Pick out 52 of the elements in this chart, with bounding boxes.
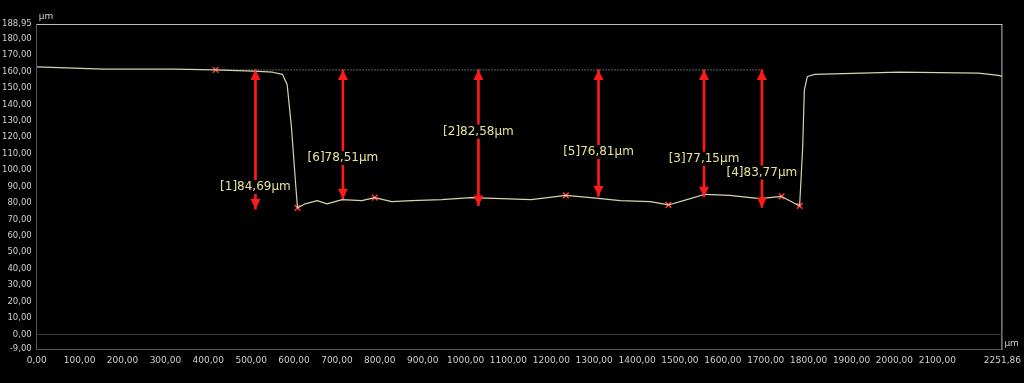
x-tick-label: 1100,00: [489, 354, 528, 365]
x-tick-label: 1700,00: [747, 354, 785, 365]
y-tick-label: 188,95: [1, 18, 32, 29]
y-tick-label: 90,00: [7, 180, 32, 191]
y-tick-label: 180,00: [1, 32, 32, 43]
x-axis-title: μm: [1004, 338, 1019, 349]
data-label: [5]76,81μm: [563, 144, 634, 159]
x-tick-label: 1800,00: [790, 354, 828, 365]
y-tick-label: 130,00: [1, 115, 32, 126]
x-tick-label: 600,00: [278, 354, 311, 365]
x-tick-label: 2251,86: [983, 354, 1022, 365]
data-label: [2]82,58μm: [443, 123, 514, 138]
data-label: [6]78,51μm: [307, 150, 379, 165]
y-tick-label: 60,00: [7, 230, 32, 241]
x-tick-label: 400,00: [192, 354, 225, 365]
y-tick-label: 120,00: [1, 131, 32, 142]
y-tick-label: 140,00: [1, 98, 32, 109]
x-tick-label: 800,00: [364, 354, 396, 365]
y-tick-label: 170,00: [1, 49, 32, 60]
x-tick-label: 2000,00: [875, 354, 914, 365]
x-tick-label: 200,00: [106, 354, 139, 365]
y-tick-label: 40,00: [7, 262, 32, 273]
x-tick-label: 300,00: [149, 354, 182, 365]
x-tick-label: 1600,00: [704, 354, 742, 365]
x-tick-label: 1500,00: [661, 354, 699, 365]
y-tick-label: -9,00: [9, 343, 32, 354]
y-tick-label: 110,00: [1, 147, 32, 158]
y-tick-label: 30,00: [7, 279, 32, 290]
y-tick-label: 0,00: [12, 328, 32, 339]
y-tick-label: 80,00: [7, 197, 32, 208]
data-label: [4]83,77μm: [726, 164, 798, 179]
y-tick-label: 100,00: [1, 164, 32, 175]
y-tick-label: 50,00: [7, 246, 32, 257]
y-tick-label: 20,00: [7, 295, 32, 306]
x-tick-label: 1000,00: [446, 354, 485, 365]
y-tick-label: 70,00: [7, 213, 32, 224]
x-tick-label: 500,00: [235, 354, 268, 365]
y-tick-label: 150,00: [1, 82, 32, 93]
y-axis-title: μm: [38, 10, 54, 21]
x-tick-label: 900,00: [406, 354, 439, 365]
x-tick-label: 1200,00: [532, 354, 571, 365]
data-label: [1]84,69μm: [220, 179, 291, 194]
x-tick-label: 1400,00: [618, 354, 656, 365]
x-tick-label: 700,00: [321, 354, 353, 365]
x-tick-label: 1900,00: [832, 354, 871, 365]
x-tick-label: 1300,00: [575, 354, 614, 365]
y-tick-label: 10,00: [7, 312, 32, 323]
data-label: [3]77,15μm: [668, 150, 740, 165]
x-tick-label: 2100,00: [918, 354, 957, 365]
x-tick-label: 0,00: [26, 354, 48, 365]
y-tick-label: 160,00: [1, 65, 32, 76]
x-tick-label: 100,00: [63, 354, 96, 365]
